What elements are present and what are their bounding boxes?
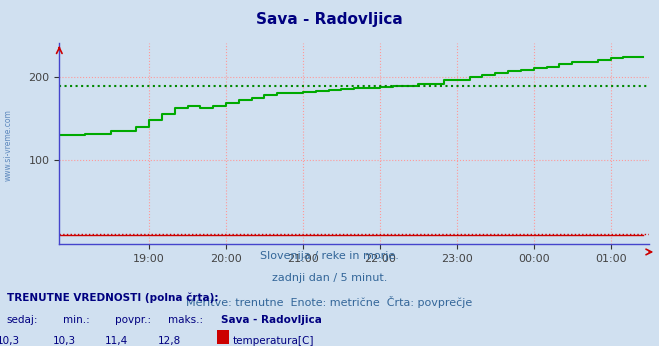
Text: 10,3: 10,3	[53, 336, 76, 346]
Text: Meritve: trenutne  Enote: metrične  Črta: povprečje: Meritve: trenutne Enote: metrične Črta: …	[186, 296, 473, 308]
Text: 10,3: 10,3	[0, 336, 20, 346]
Text: 11,4: 11,4	[105, 336, 129, 346]
Text: Slovenija / reke in morje.: Slovenija / reke in morje.	[260, 251, 399, 261]
Text: www.si-vreme.com: www.si-vreme.com	[3, 109, 13, 181]
Text: zadnji dan / 5 minut.: zadnji dan / 5 minut.	[272, 273, 387, 283]
Text: Sava - Radovljica: Sava - Radovljica	[221, 315, 322, 325]
Text: temperatura[C]: temperatura[C]	[233, 336, 314, 346]
Text: sedaj:: sedaj:	[7, 315, 38, 325]
Text: povpr.:: povpr.:	[115, 315, 152, 325]
Text: Sava - Radovljica: Sava - Radovljica	[256, 12, 403, 27]
Text: min.:: min.:	[63, 315, 90, 325]
Text: 12,8: 12,8	[158, 336, 181, 346]
Text: maks.:: maks.:	[168, 315, 203, 325]
Text: TRENUTNE VREDNOSTI (polna črta):: TRENUTNE VREDNOSTI (polna črta):	[7, 292, 218, 303]
